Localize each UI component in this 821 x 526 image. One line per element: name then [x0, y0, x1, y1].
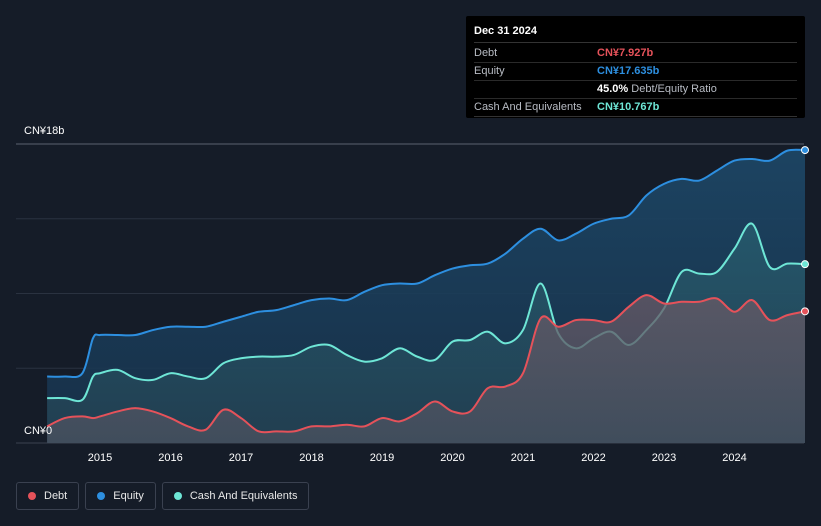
tooltip-equity-value: CN¥17.635b: [597, 65, 660, 77]
equity-end-point: [801, 146, 809, 155]
ratio-percent: 45.0%: [597, 83, 629, 95]
tooltip-debt-value: CN¥7.927b: [597, 47, 654, 59]
x-tick-label: 2018: [299, 452, 323, 464]
tooltip-debt-label: Debt: [474, 47, 498, 59]
data-tooltip: Dec 31 2024 Debt CN¥7.927b Equity CN¥17.…: [466, 16, 805, 118]
legend-cash-dot-icon: [173, 492, 182, 500]
legend-cash-label: Cash And Equivalents: [189, 490, 298, 502]
cash-and-equivalents-line: [47, 222, 806, 403]
debt-line: [46, 294, 806, 434]
legend-debt-label: Debt: [44, 490, 68, 502]
legend-equity[interactable]: Equity: [85, 482, 156, 510]
y-axis-bottom-label: CN¥0: [24, 425, 53, 437]
x-tick-label: 2017: [229, 452, 253, 464]
ratio-label: Debt/Equity Ratio: [631, 83, 717, 95]
tooltip-cash-row: Cash And Equivalents CN¥10.767b: [474, 99, 797, 117]
x-tick-label: 2023: [652, 452, 676, 464]
y-axis-top-label: CN¥18b: [24, 125, 65, 137]
tooltip-ratio-row: 45.0% Debt/Equity Ratio: [474, 81, 797, 99]
tooltip-equity-label: Equity: [474, 65, 505, 77]
equity-line: [47, 148, 806, 379]
tooltip-date: Dec 31 2024: [474, 24, 797, 43]
debt-end-point: [801, 307, 809, 316]
tooltip-debt-row: Debt CN¥7.927b: [474, 45, 797, 63]
legend-debt[interactable]: Debt: [16, 482, 80, 510]
x-tick-label: 2022: [581, 452, 605, 464]
tooltip-cash-value: CN¥10.767b: [597, 101, 660, 113]
x-tick-label: 2020: [440, 452, 464, 464]
x-tick-label: 2019: [370, 452, 394, 464]
x-tick-label: 2021: [511, 452, 535, 464]
legend-debt-dot-icon: [28, 492, 36, 500]
tooltip-ratio-value: 45.0% Debt/Equity Ratio: [597, 81, 717, 98]
tooltip-equity-row: Equity CN¥17.635b: [474, 63, 797, 81]
legend-equity-dot-icon: [97, 492, 106, 500]
tooltip-cash-label: Cash And Equivalents: [474, 101, 582, 113]
legend-equity-label: Equity: [113, 490, 144, 502]
cash-and-equivalents-end-point: [801, 260, 809, 269]
x-tick-label: 2015: [88, 452, 112, 464]
debt-area: [47, 295, 805, 443]
x-tick-label: 2024: [722, 452, 746, 464]
legend-cash[interactable]: Cash And Equivalents: [161, 482, 310, 510]
x-tick-label: 2016: [158, 452, 182, 464]
chart-legend: Debt Equity Cash And Equivalents: [16, 482, 310, 510]
